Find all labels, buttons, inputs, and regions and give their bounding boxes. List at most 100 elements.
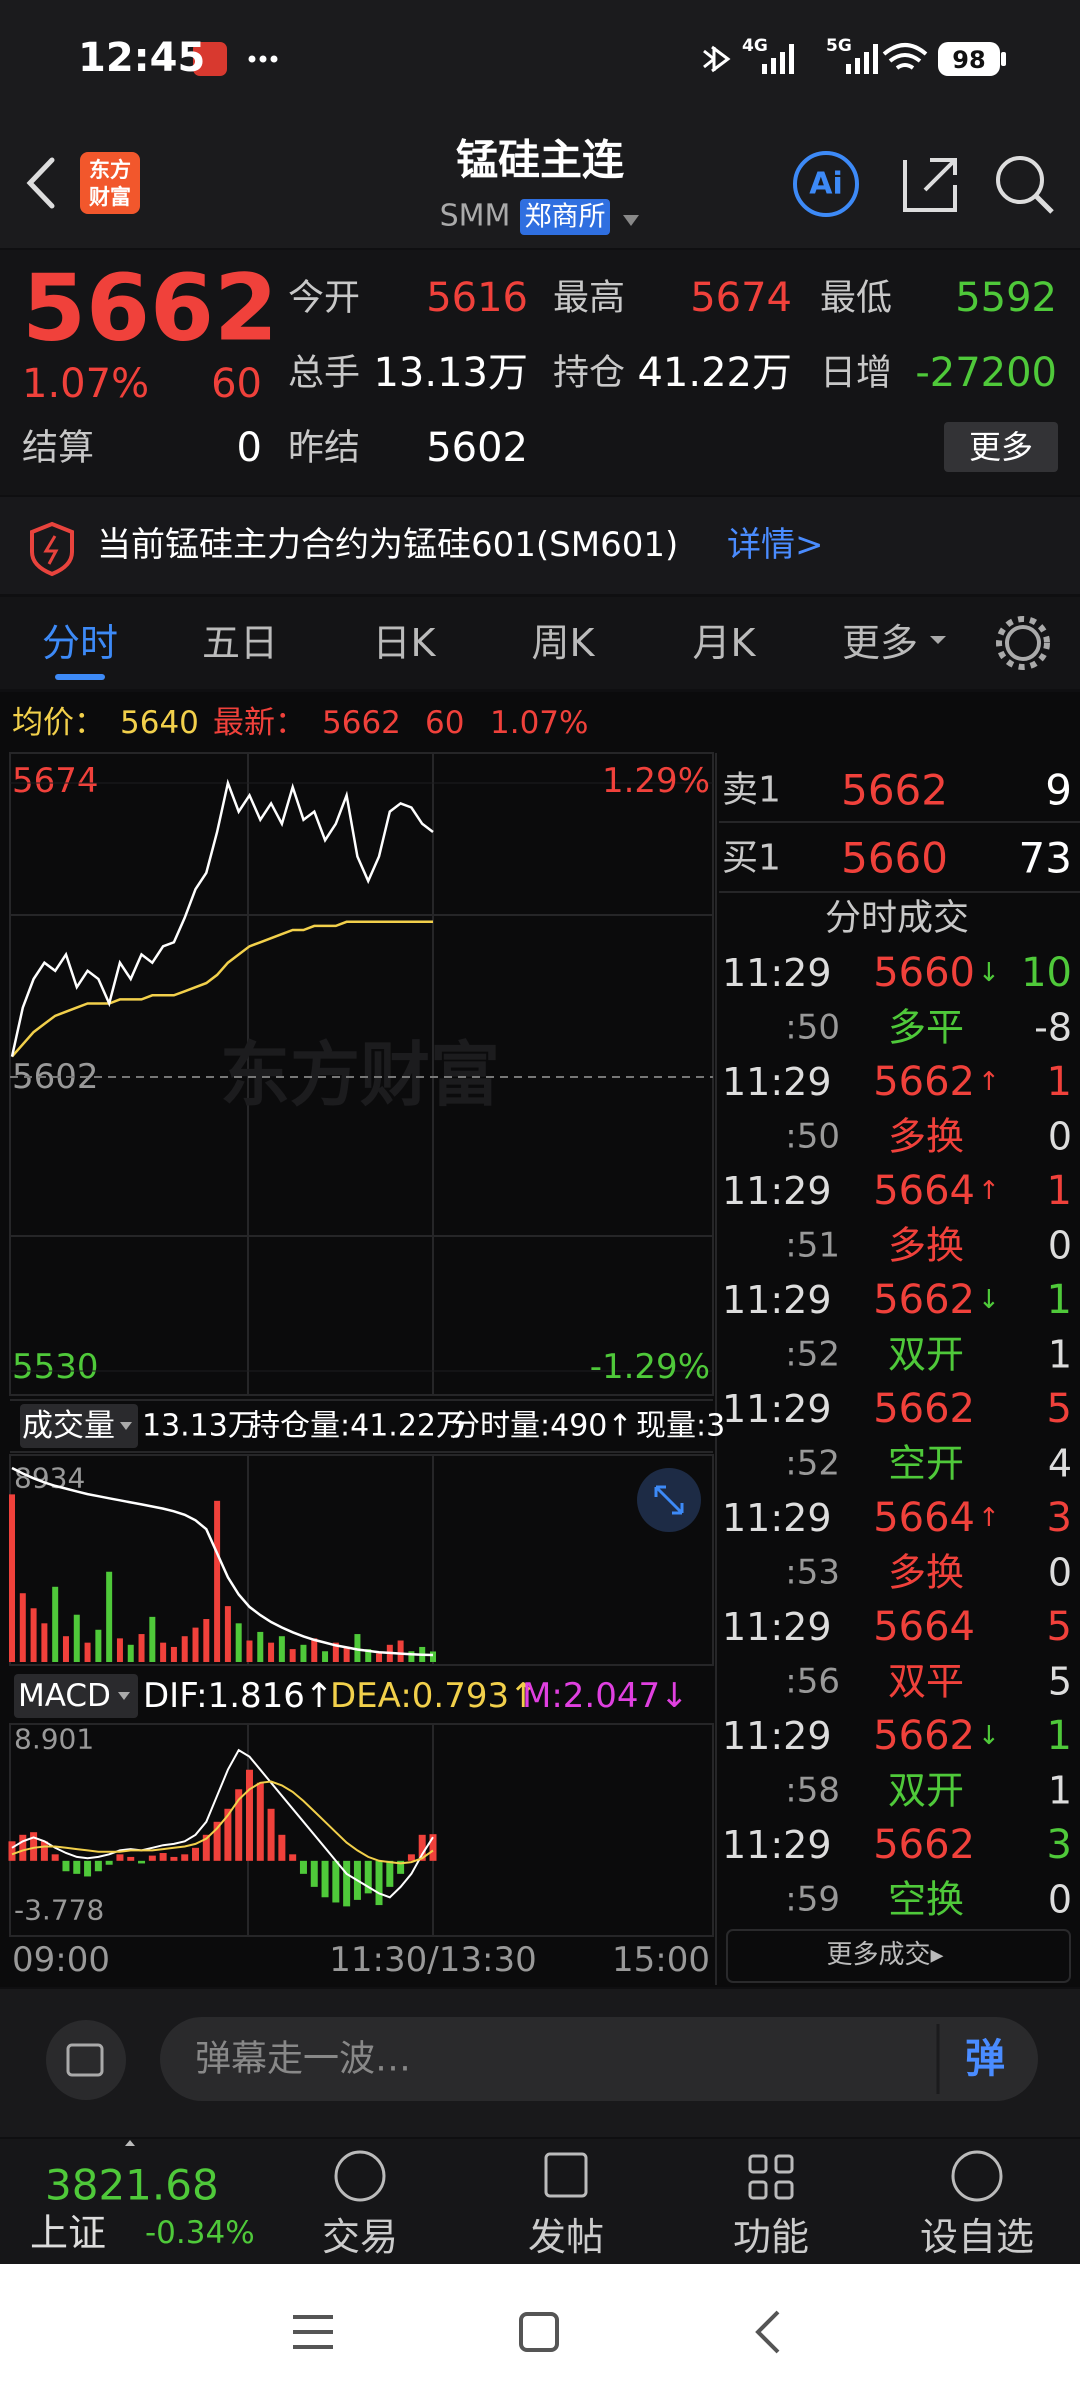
comment-input[interactable]	[160, 2017, 1038, 2101]
volume-bar	[30, 1608, 37, 1662]
network-label: 4G	[742, 36, 768, 56]
macd-selector-box[interactable]	[14, 1674, 138, 1718]
last-label: 最新：	[213, 705, 306, 741]
volume-bar	[106, 1571, 113, 1662]
menu-key[interactable]	[293, 2315, 333, 2349]
trade-icon[interactable]	[334, 2150, 386, 2202]
exchange-badge	[520, 199, 610, 235]
volume-bar	[300, 1644, 307, 1662]
tab[interactable]: 日K	[373, 621, 437, 665]
last-change: 60	[425, 705, 464, 741]
tab-more-caret[interactable]	[930, 636, 946, 644]
nav-item[interactable]: 发帖	[528, 2215, 604, 2259]
macd-bar	[181, 1854, 189, 1861]
volume-bar	[84, 1642, 91, 1662]
more-button[interactable]	[944, 422, 1058, 472]
index-caret[interactable]	[125, 2140, 135, 2146]
macd-bar	[19, 1834, 27, 1861]
nav-item[interactable]: 功能	[733, 2215, 809, 2259]
trade-volume: 5	[1047, 1604, 1072, 1650]
more-trades-label[interactable]: 更多成交▸	[826, 1940, 943, 1970]
trade-arrow: ↓	[978, 1285, 1000, 1315]
more-trades-button[interactable]	[726, 1929, 1071, 1983]
nav-item[interactable]: 设自选	[920, 2215, 1034, 2259]
function-icon[interactable]	[748, 2154, 794, 2200]
nav-item[interactable]: 交易	[322, 2215, 398, 2259]
time-axis-label: 15:00	[612, 1940, 710, 1980]
home-key[interactable]	[519, 2312, 559, 2352]
macd-bar	[224, 1808, 232, 1861]
volume-bar	[332, 1642, 339, 1662]
macd-bar	[364, 1860, 372, 1894]
post-icon[interactable]	[544, 2152, 588, 2198]
app-logo[interactable]	[80, 152, 140, 214]
volume-bar	[203, 1619, 210, 1662]
trade-time: 11:29	[722, 1060, 832, 1104]
index-value[interactable]: 3821.68	[45, 2161, 219, 2210]
index-change[interactable]: -0.34%	[145, 2215, 255, 2251]
quote-value: 41.22万	[637, 350, 792, 396]
macd-selector[interactable]: MACD	[18, 1678, 111, 1714]
trade-kind-volume: 0	[1048, 1551, 1072, 1595]
time-axis-label: 11:30/13:30	[329, 1940, 536, 1980]
volume-bar	[246, 1640, 253, 1662]
watermark: 东方财富	[220, 1034, 500, 1116]
logo-text[interactable]: 财富	[89, 185, 131, 209]
dif-line	[11, 1748, 434, 1899]
volume-bar	[116, 1638, 123, 1662]
pct-label: 1.29%	[602, 761, 710, 801]
tab[interactable]: 周K	[532, 621, 596, 665]
bluetooth-icon	[703, 45, 731, 73]
quote-label: 昨结	[288, 428, 360, 469]
notice-text: 当前锰硅主力合约为锰硅601(SM601)	[97, 525, 678, 565]
tab[interactable]: 更多	[842, 621, 918, 665]
ai-label[interactable]: Ai	[809, 167, 843, 202]
book-side: 卖1	[722, 770, 781, 811]
book-volume: 9	[1045, 766, 1072, 815]
notice-bolt	[43, 535, 59, 565]
ai-button[interactable]	[793, 151, 859, 217]
volume-selector-box[interactable]	[20, 1404, 138, 1448]
tab[interactable]: 月K	[693, 621, 757, 665]
trade-kind: 多换	[888, 1551, 964, 1595]
trade-arrow: ↓	[978, 958, 1000, 988]
more-dot	[270, 55, 278, 63]
volume-bar	[214, 1500, 221, 1662]
settings-button[interactable]	[1005, 625, 1041, 661]
macd-bar	[202, 1834, 210, 1861]
notice-background	[0, 497, 1080, 594]
tabs-background	[0, 597, 1080, 689]
volume-selector[interactable]: 成交量	[22, 1408, 115, 1444]
exchange-caret[interactable]	[623, 215, 639, 226]
index-name[interactable]: 上证	[30, 2211, 106, 2255]
search-button[interactable]	[996, 156, 1044, 204]
logo-text[interactable]: 东方	[89, 158, 131, 182]
selector-caret[interactable]	[120, 1422, 132, 1430]
quote-value: 5616	[426, 275, 528, 321]
notice-link[interactable]: 详情>	[727, 525, 824, 565]
volume-tick: 分时量:490↑	[450, 1409, 633, 1444]
back-button[interactable]	[26, 157, 55, 209]
oi-line	[11, 1466, 434, 1657]
macd-bar	[321, 1860, 329, 1898]
more-button-label[interactable]: 更多	[969, 428, 1033, 466]
trade-kind: 双平	[888, 1660, 964, 1704]
trade-price: 5662	[873, 1386, 975, 1432]
app-notification-icon	[193, 42, 227, 76]
tab[interactable]: 分时	[42, 621, 118, 665]
volume-bar	[181, 1636, 188, 1662]
danmaku-button[interactable]: 弹	[965, 2036, 1005, 2082]
watchlist-icon[interactable]	[951, 2150, 1003, 2202]
share-button[interactable]	[903, 158, 957, 212]
trade-time: 11:29	[722, 1605, 832, 1649]
trade-kind: 多平	[888, 1006, 964, 1050]
comment-icon-bg[interactable]	[46, 2020, 126, 2100]
back-key[interactable]	[755, 2310, 780, 2354]
volume-bar	[62, 1636, 69, 1662]
selector-caret[interactable]	[118, 1692, 130, 1700]
volume-bar	[311, 1638, 318, 1662]
tab[interactable]: 五日	[202, 621, 278, 665]
trade-volume: 1	[1047, 1059, 1072, 1105]
signal-icon	[762, 44, 878, 74]
